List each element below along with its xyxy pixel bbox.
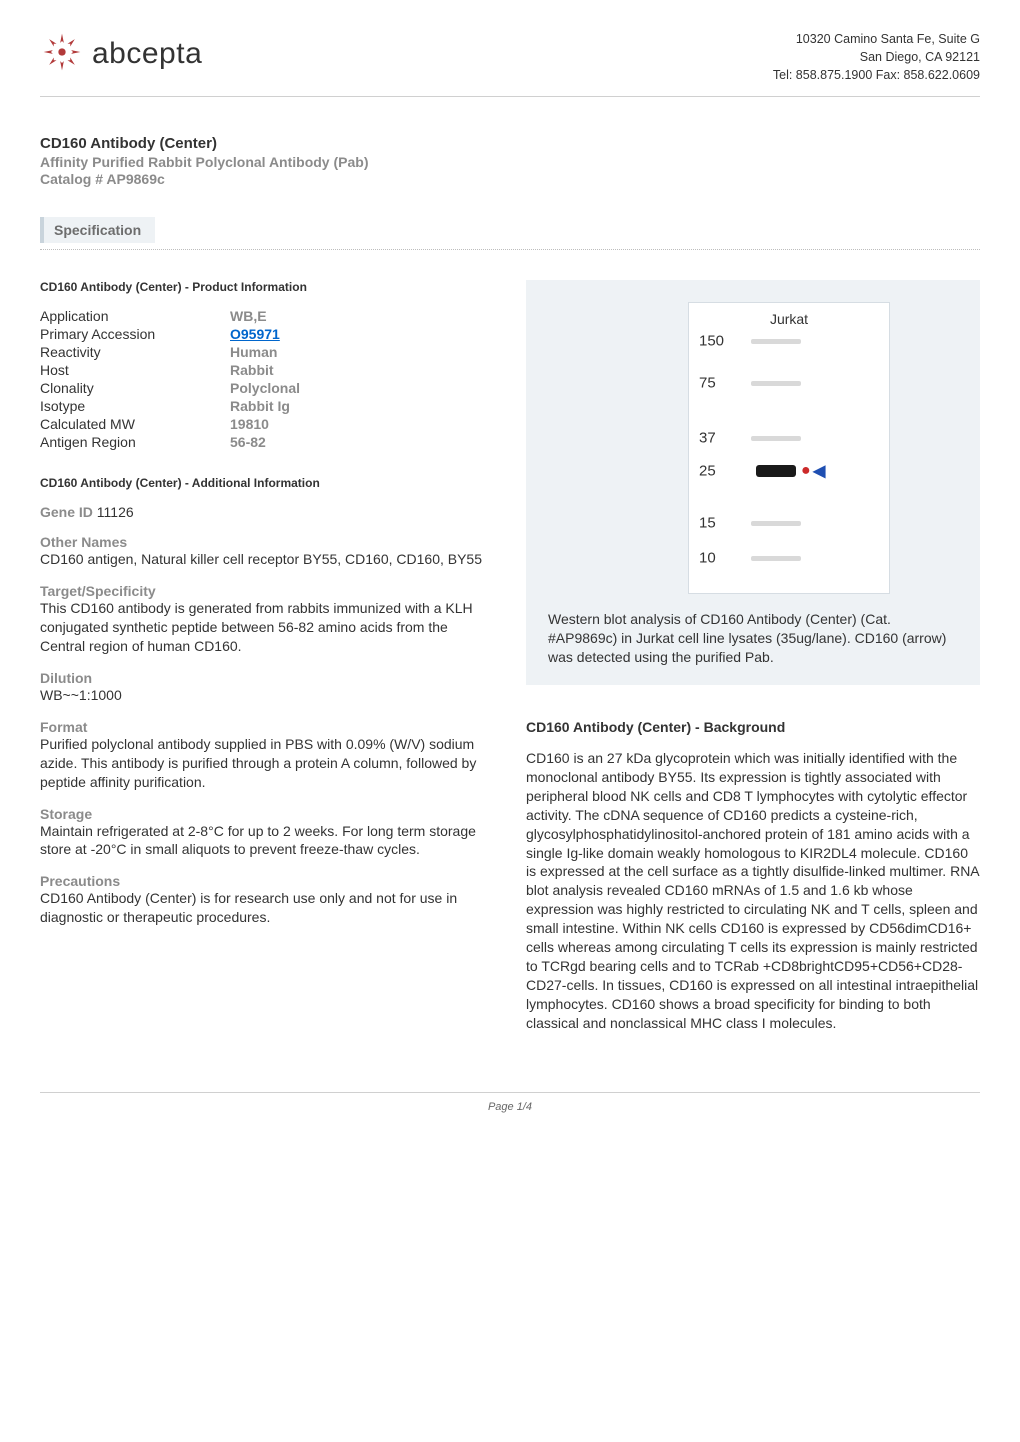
blot-band-faint xyxy=(751,381,801,386)
page-number: Page 1/4 xyxy=(488,1101,532,1113)
additional-info-head: CD160 Antibody (Center) - Additional Inf… xyxy=(40,476,494,490)
primary-accession-link[interactable]: O95971 xyxy=(230,326,494,342)
specification-label: Specification xyxy=(40,217,155,243)
other-names-label: Other Names xyxy=(40,534,494,550)
isotype-key: Isotype xyxy=(40,398,230,414)
figure-panel: Jurkat 150 75 37 25 15 10 ●◀ Western blot anal… xyxy=(526,280,980,685)
blot-band-column xyxy=(751,333,801,583)
blot-blue-arrow-icon: ◀ xyxy=(813,461,825,481)
storage-value: Maintain refrigerated at 2-8°C for up to… xyxy=(40,822,494,860)
figure-caption: Western blot analysis of CD160 Antibody … xyxy=(548,610,958,667)
application-value: WB,E xyxy=(230,308,494,324)
blot-band-faint xyxy=(751,521,801,526)
format-value: Purified polyclonal antibody supplied in… xyxy=(40,735,494,792)
blot-lane: 150 75 37 25 15 10 ●◀ xyxy=(699,333,849,583)
western-blot-figure: Jurkat 150 75 37 25 15 10 ●◀ xyxy=(688,302,890,594)
host-key: Host xyxy=(40,362,230,378)
precautions-label: Precautions xyxy=(40,873,494,889)
blot-red-marker-icon: ● xyxy=(801,462,811,480)
product-subtitle: Affinity Purified Rabbit Polyclonal Anti… xyxy=(40,154,980,170)
address-line-2: San Diego, CA 92121 xyxy=(773,48,980,66)
clonality-value: Polyclonal xyxy=(230,380,494,396)
right-column: Jurkat 150 75 37 25 15 10 ●◀ Western blot anal… xyxy=(526,280,980,1032)
other-names-value: CD160 antigen, Natural killer cell recep… xyxy=(40,550,494,569)
company-address: 10320 Camino Santa Fe, Suite G San Diego… xyxy=(773,30,980,84)
calculated-mw-value: 19810 xyxy=(230,416,494,432)
product-info-kv: Application WB,E Primary Accession O9597… xyxy=(40,308,494,450)
blot-marker-15: 15 xyxy=(699,515,716,532)
storage-label: Storage xyxy=(40,806,494,822)
logo-block: abcepta xyxy=(40,30,202,77)
format-label: Format xyxy=(40,719,494,735)
application-key: Application xyxy=(40,308,230,324)
calculated-mw-key: Calculated MW xyxy=(40,416,230,432)
dilution-label: Dilution xyxy=(40,670,494,686)
blot-band-target xyxy=(756,465,796,477)
logo-icon xyxy=(40,30,84,77)
blot-band-faint xyxy=(751,436,801,441)
blot-band-faint xyxy=(751,556,801,561)
logo-text: abcepta xyxy=(92,37,202,71)
target-value: This CD160 antibody is generated from ra… xyxy=(40,599,494,656)
catalog-number: Catalog # AP9869c xyxy=(40,171,980,187)
blot-marker-150: 150 xyxy=(699,332,724,349)
isotype-value: Rabbit Ig xyxy=(230,398,494,414)
left-column: CD160 Antibody (Center) - Product Inform… xyxy=(40,280,494,1032)
precautions-value: CD160 Antibody (Center) is for research … xyxy=(40,889,494,927)
address-line-3: Tel: 858.875.1900 Fax: 858.622.0609 xyxy=(773,66,980,84)
blot-marker-10: 10 xyxy=(699,550,716,567)
product-info-head: CD160 Antibody (Center) - Product Inform… xyxy=(40,280,494,294)
background-text: CD160 is an 27 kDa glycoprotein which wa… xyxy=(526,749,980,1032)
clonality-key: Clonality xyxy=(40,380,230,396)
target-label: Target/Specificity xyxy=(40,583,494,599)
blot-marker-37: 37 xyxy=(699,430,716,447)
blot-lane-label: Jurkat xyxy=(699,311,879,327)
reactivity-value: Human xyxy=(230,344,494,360)
reactivity-key: Reactivity xyxy=(40,344,230,360)
antigen-region-key: Antigen Region xyxy=(40,434,230,450)
host-value: Rabbit xyxy=(230,362,494,378)
address-line-1: 10320 Camino Santa Fe, Suite G xyxy=(773,30,980,48)
product-name: CD160 Antibody (Center) xyxy=(40,135,980,152)
gene-id-label: Gene ID xyxy=(40,504,93,520)
title-block: CD160 Antibody (Center) Affinity Purifie… xyxy=(40,135,980,187)
gene-id-value: 11126 xyxy=(97,504,134,520)
page-header: abcepta 10320 Camino Santa Fe, Suite G S… xyxy=(40,30,980,97)
background-head: CD160 Antibody (Center) - Background xyxy=(526,719,980,735)
antigen-region-value: 56-82 xyxy=(230,434,494,450)
blot-marker-75: 75 xyxy=(699,375,716,392)
gene-id-row: Gene ID 11126 xyxy=(40,504,494,520)
blot-marker-25: 25 xyxy=(699,462,716,479)
dilution-value: WB~~1:1000 xyxy=(40,686,494,705)
page-footer: Page 1/4 xyxy=(40,1092,980,1113)
blot-band-faint xyxy=(751,339,801,344)
specification-section-bar: Specification xyxy=(40,217,980,250)
primary-accession-key: Primary Accession xyxy=(40,326,230,342)
